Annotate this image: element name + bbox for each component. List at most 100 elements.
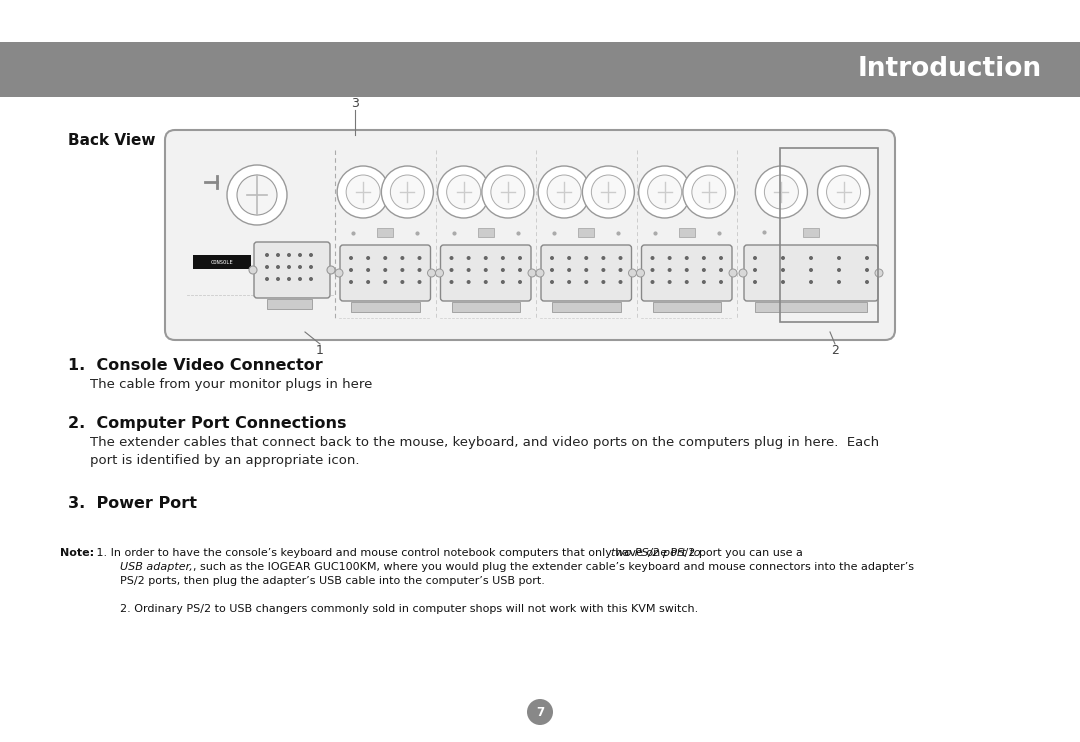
Circle shape [602, 256, 606, 260]
Circle shape [702, 280, 706, 284]
Circle shape [309, 253, 313, 257]
Circle shape [366, 268, 370, 272]
Circle shape [449, 256, 454, 260]
Circle shape [298, 253, 302, 257]
FancyBboxPatch shape [578, 228, 594, 237]
Circle shape [401, 256, 404, 260]
FancyBboxPatch shape [451, 302, 519, 312]
Text: Back View: Back View [68, 133, 156, 148]
Circle shape [518, 280, 522, 284]
Circle shape [765, 175, 798, 209]
Circle shape [237, 175, 276, 215]
Circle shape [683, 166, 734, 218]
Circle shape [685, 280, 689, 284]
Circle shape [809, 268, 813, 272]
Circle shape [309, 265, 313, 269]
Circle shape [265, 277, 269, 281]
Circle shape [567, 280, 571, 284]
Circle shape [550, 280, 554, 284]
Text: 3.  Power Port: 3. Power Port [68, 496, 197, 511]
Text: The extender cables that connect back to the mouse, keyboard, and video ports on: The extender cables that connect back to… [90, 436, 879, 449]
Circle shape [837, 280, 841, 284]
Circle shape [548, 175, 581, 209]
Circle shape [809, 256, 813, 260]
FancyBboxPatch shape [804, 228, 819, 237]
Text: , such as the IOGEAR GUC100KM, where you would plug the extender cable’s keyboar: , such as the IOGEAR GUC100KM, where you… [193, 562, 914, 572]
Circle shape [648, 175, 681, 209]
Circle shape [592, 175, 625, 209]
Circle shape [584, 256, 589, 260]
FancyBboxPatch shape [755, 302, 867, 312]
Circle shape [685, 256, 689, 260]
Circle shape [685, 268, 689, 272]
Circle shape [276, 253, 280, 257]
Circle shape [482, 166, 534, 218]
Text: The cable from your monitor plugs in here: The cable from your monitor plugs in her… [90, 378, 373, 391]
FancyBboxPatch shape [267, 299, 312, 309]
Circle shape [527, 699, 553, 725]
Circle shape [518, 268, 522, 272]
Circle shape [484, 280, 488, 284]
Circle shape [781, 280, 785, 284]
Circle shape [567, 256, 571, 260]
Circle shape [719, 280, 723, 284]
Circle shape [719, 256, 723, 260]
Circle shape [865, 268, 869, 272]
FancyBboxPatch shape [340, 245, 431, 301]
Circle shape [667, 256, 672, 260]
FancyBboxPatch shape [678, 228, 694, 237]
FancyBboxPatch shape [541, 245, 632, 301]
Circle shape [276, 277, 280, 281]
Circle shape [818, 166, 869, 218]
Circle shape [437, 166, 489, 218]
Circle shape [702, 268, 706, 272]
FancyBboxPatch shape [165, 130, 895, 340]
Circle shape [501, 268, 504, 272]
Circle shape [619, 268, 622, 272]
Circle shape [875, 269, 883, 277]
Circle shape [650, 256, 654, 260]
Circle shape [418, 280, 421, 284]
FancyBboxPatch shape [351, 302, 419, 312]
Circle shape [638, 166, 690, 218]
Text: 1. In order to have the console’s keyboard and mouse control notebook computers : 1. In order to have the console’s keyboa… [93, 548, 807, 558]
Circle shape [276, 265, 280, 269]
Circle shape [298, 277, 302, 281]
Circle shape [538, 166, 590, 218]
Circle shape [401, 280, 404, 284]
Text: 1.  Console Video Connector: 1. Console Video Connector [68, 358, 323, 373]
Circle shape [582, 166, 634, 218]
Circle shape [287, 253, 291, 257]
Text: CONSOLE: CONSOLE [211, 260, 233, 264]
Circle shape [227, 165, 287, 225]
Text: PS/2 ports, then plug the adapter’s USB cable into the computer’s USB port.: PS/2 ports, then plug the adapter’s USB … [120, 576, 545, 586]
Circle shape [349, 280, 353, 284]
Circle shape [650, 280, 654, 284]
Circle shape [484, 256, 488, 260]
Circle shape [447, 175, 481, 209]
Circle shape [287, 277, 291, 281]
Circle shape [755, 166, 808, 218]
Circle shape [467, 280, 471, 284]
Circle shape [629, 269, 636, 277]
Circle shape [753, 280, 757, 284]
Text: port is identified by an appropriate icon.: port is identified by an appropriate ico… [90, 454, 360, 467]
Circle shape [809, 280, 813, 284]
Circle shape [719, 268, 723, 272]
Circle shape [619, 280, 622, 284]
Circle shape [401, 268, 404, 272]
FancyBboxPatch shape [254, 242, 330, 298]
Circle shape [383, 256, 388, 260]
Circle shape [349, 256, 353, 260]
Text: 3: 3 [351, 97, 359, 110]
Circle shape [667, 280, 672, 284]
Text: USB adapter,: USB adapter, [120, 562, 192, 572]
Circle shape [650, 268, 654, 272]
Circle shape [418, 268, 421, 272]
Circle shape [349, 268, 353, 272]
FancyBboxPatch shape [193, 255, 251, 269]
Circle shape [467, 256, 471, 260]
Text: Note:: Note: [60, 548, 94, 558]
Circle shape [346, 175, 380, 209]
Circle shape [584, 280, 589, 284]
